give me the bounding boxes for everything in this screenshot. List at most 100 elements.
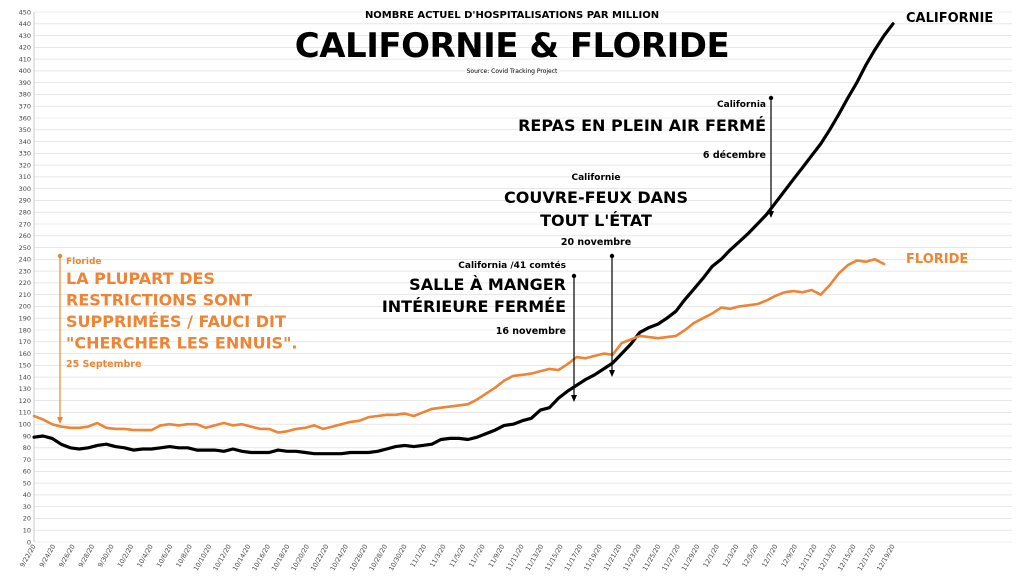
x-tick-label: 9/30/20 bbox=[96, 543, 115, 569]
annotation-head: Floride bbox=[66, 257, 102, 267]
x-tick-label: 10/12/20 bbox=[211, 543, 233, 572]
y-tick-label: 450 bbox=[19, 8, 31, 16]
x-tick-label: 12/11/20 bbox=[797, 543, 819, 572]
y-tick-label: 440 bbox=[19, 20, 31, 28]
x-tick-label: 12/15/20 bbox=[836, 543, 858, 572]
x-tick-label: 11/19/20 bbox=[582, 543, 604, 572]
y-tick-label: 50 bbox=[23, 479, 31, 487]
x-tick-label: 11/3/20 bbox=[428, 543, 447, 569]
x-tick-label: 12/13/20 bbox=[817, 543, 839, 572]
x-tick-label: 11/15/20 bbox=[543, 543, 565, 572]
x-tick-label: 10/6/20 bbox=[155, 543, 174, 569]
x-tick-label: 11/11/20 bbox=[504, 543, 526, 572]
y-tick-label: 190 bbox=[19, 315, 31, 323]
y-tick-label: 140 bbox=[19, 373, 31, 381]
y-tick-label: 60 bbox=[23, 468, 31, 476]
x-tick-label: 10/20/20 bbox=[290, 543, 312, 572]
y-tick-label: 0 bbox=[27, 538, 31, 546]
x-tick-label: 11/29/20 bbox=[680, 543, 702, 572]
y-tick-label: 170 bbox=[19, 338, 31, 346]
x-tick-label: 11/7/20 bbox=[467, 543, 486, 569]
y-tick-label: 380 bbox=[19, 91, 31, 99]
annotations: Floride LA PLUPART DES RESTRICTIONS SONT SU… bbox=[57, 95, 774, 424]
series-label-floride: FLORIDE bbox=[906, 252, 968, 267]
y-tick-label: 360 bbox=[19, 114, 31, 122]
y-tick-label: 250 bbox=[19, 244, 31, 252]
x-tick-label: 11/23/20 bbox=[621, 543, 643, 572]
x-tick-label: 9/28/20 bbox=[77, 543, 96, 569]
y-tick-label: 270 bbox=[19, 220, 31, 228]
x-tick-label: 12/19/20 bbox=[875, 543, 897, 572]
floride-annotation-arrow-head bbox=[57, 417, 63, 424]
y-axis: 0 10 20 30 40 50 60 70 80 90 100 110 120 130 140 150 160… bbox=[19, 8, 31, 546]
x-tick-label: 11/25/20 bbox=[641, 543, 663, 572]
y-tick-label: 290 bbox=[19, 197, 31, 205]
y-tick-label: 90 bbox=[23, 432, 31, 440]
annotation-date: 6 décembre bbox=[703, 150, 766, 161]
y-tick-label: 210 bbox=[19, 291, 31, 299]
y-tick-label: 40 bbox=[23, 491, 31, 499]
series-labels: CALIFORNIE FLORIDE bbox=[906, 11, 993, 267]
x-tick-label: 9/24/20 bbox=[38, 543, 57, 569]
y-tick-label: 110 bbox=[19, 409, 31, 417]
series bbox=[32, 22, 895, 456]
x-tick-label: 10/24/20 bbox=[329, 543, 351, 572]
x-tick-label: 9/26/20 bbox=[57, 543, 76, 569]
x-tick-label: 12/17/20 bbox=[856, 543, 878, 572]
y-tick-label: 400 bbox=[19, 67, 31, 75]
x-tick-label: 10/2/20 bbox=[116, 543, 135, 569]
annotation-text: INTÉRIEURE FERMÉE bbox=[382, 297, 566, 316]
y-tick-label: 150 bbox=[19, 362, 31, 370]
x-tick-label: 10/16/20 bbox=[250, 543, 272, 572]
x-tick-label: 10/10/20 bbox=[192, 543, 214, 572]
x-tick-label: 12/5/20 bbox=[741, 543, 760, 569]
series-label-californie: CALIFORNIE bbox=[906, 11, 993, 26]
y-tick-label: 300 bbox=[19, 185, 31, 193]
y-tick-label: 120 bbox=[19, 397, 31, 405]
x-tick-label: 12/1/20 bbox=[702, 543, 721, 569]
x-tick-label: 11/5/20 bbox=[448, 543, 467, 569]
y-tick-label: 200 bbox=[19, 303, 31, 311]
y-tick-label: 70 bbox=[23, 456, 31, 464]
annotation-date: 16 novembre bbox=[496, 326, 566, 337]
y-tick-label: 420 bbox=[19, 44, 31, 52]
y-tick-label: 240 bbox=[19, 256, 31, 264]
annotation-text: SALLE À MANGER bbox=[409, 275, 566, 294]
series-line-californie bbox=[32, 22, 895, 456]
y-tick-label: 130 bbox=[19, 385, 31, 393]
series-line-floride bbox=[32, 257, 886, 434]
x-tick-label: 12/9/20 bbox=[780, 543, 799, 569]
y-tick-label: 10 bbox=[23, 527, 31, 535]
y-tick-label: 30 bbox=[23, 503, 31, 511]
x-tick-label: 12/3/20 bbox=[721, 543, 740, 569]
y-tick-label: 180 bbox=[19, 326, 31, 334]
annotation-text: RESTRICTIONS SONT bbox=[66, 291, 252, 310]
chart-title: CALIFORNIE & FLORIDE bbox=[295, 26, 729, 66]
x-tick-label: 9/22/20 bbox=[18, 543, 37, 569]
y-tick-label: 20 bbox=[23, 515, 31, 523]
y-tick-label: 80 bbox=[23, 444, 31, 452]
x-tick-label: 10/4/20 bbox=[135, 543, 154, 569]
annotation-head: California /41 comtés bbox=[458, 260, 566, 271]
x-tick-label: 11/21/20 bbox=[602, 543, 624, 572]
y-tick-label: 320 bbox=[19, 161, 31, 169]
chart-subtitle: NOMBRE ACTUEL D'HOSPITALISATIONS PAR MIL… bbox=[365, 10, 659, 21]
x-tick-label: 10/8/20 bbox=[174, 543, 193, 569]
y-tick-label: 230 bbox=[19, 267, 31, 275]
x-tick-label: 10/22/20 bbox=[309, 543, 331, 572]
x-tick-label: 11/13/20 bbox=[524, 543, 546, 572]
y-tick-label: 350 bbox=[19, 126, 31, 134]
annotation-text: REPAS EN PLEIN AIR FERMÉ bbox=[518, 116, 766, 135]
annotation-text: SUPPRIMÉES / FAUCI DIT bbox=[66, 312, 286, 331]
chart-source: Source: Covid Tracking Project bbox=[467, 68, 558, 75]
annotation-date: 20 novembre bbox=[561, 237, 631, 248]
annotation-text: COUVRE-FEUX DANS bbox=[504, 188, 688, 207]
x-tick-label: 10/18/20 bbox=[270, 543, 292, 572]
y-tick-label: 310 bbox=[19, 173, 31, 181]
outdoor-dining-annotation-arrow-head bbox=[768, 211, 774, 218]
y-tick-label: 220 bbox=[19, 279, 31, 287]
y-tick-label: 280 bbox=[19, 209, 31, 217]
x-tick-label: 10/30/20 bbox=[387, 543, 409, 572]
annotation-head: Californie bbox=[572, 173, 621, 183]
annotation-text: "CHERCHER LES ENNUIS". bbox=[66, 334, 297, 353]
